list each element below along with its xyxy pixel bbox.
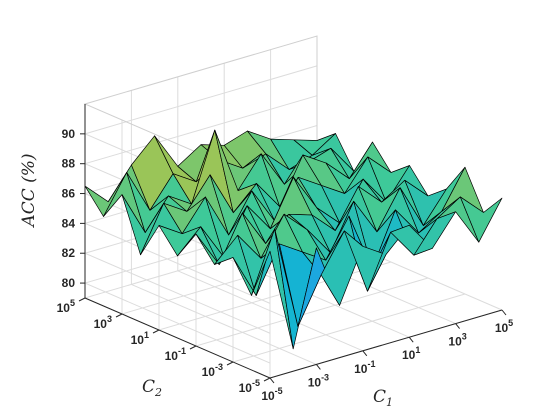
c2-tick xyxy=(152,329,160,334)
z-tick-label: 90 xyxy=(62,127,76,141)
axis-layer xyxy=(78,104,507,384)
c2-tick-label: 103 xyxy=(94,314,112,331)
c2-tick xyxy=(189,345,197,350)
c1-tick xyxy=(408,336,414,343)
c2-tick xyxy=(115,313,123,318)
c1-tick xyxy=(316,364,321,370)
c2-tick-label: 10-1 xyxy=(165,346,186,363)
surface-layer xyxy=(84,129,503,350)
c1-tick-label: 10-1 xyxy=(354,359,375,376)
c1-tick-label: 103 xyxy=(448,332,466,349)
c2-tick-label: 10-3 xyxy=(202,362,223,379)
c2-tick xyxy=(78,297,86,302)
z-tick-label: 80 xyxy=(62,276,76,290)
c2-tick xyxy=(263,377,271,382)
z-tick-label: 84 xyxy=(62,216,76,230)
z-axis-title: ACC (%) xyxy=(19,153,39,228)
z-tick-label: 86 xyxy=(62,187,76,201)
c1-tick xyxy=(362,350,368,357)
c2-tick-label: 10-5 xyxy=(239,378,260,395)
c1-axis-line xyxy=(269,309,503,379)
c1-tick xyxy=(269,377,275,384)
c2-tick-label: 105 xyxy=(57,298,75,315)
c2-tick xyxy=(226,361,234,366)
z-tick-label: 82 xyxy=(62,246,76,260)
c1-tick-label: 101 xyxy=(402,345,420,362)
surface-patch xyxy=(459,196,503,243)
c1-tick-label: 105 xyxy=(495,318,513,335)
c2-axis-line xyxy=(84,297,271,379)
c2-tick-label: 101 xyxy=(131,330,149,347)
c2-axis-title: C2 xyxy=(142,377,162,399)
c1-tick-label: 10-3 xyxy=(308,372,329,389)
c1-tick xyxy=(501,309,507,316)
box-outline xyxy=(83,35,318,230)
label-layer: 10-5 10-3 10-1 101 103 105 10-5 10-3 10-1 101 103 1… xyxy=(19,127,513,409)
c1-tick-label: 10-5 xyxy=(261,386,282,403)
z-tick-label: 88 xyxy=(62,157,76,171)
c1-axis-title: C1 xyxy=(373,387,393,409)
c1-tick xyxy=(455,323,460,329)
